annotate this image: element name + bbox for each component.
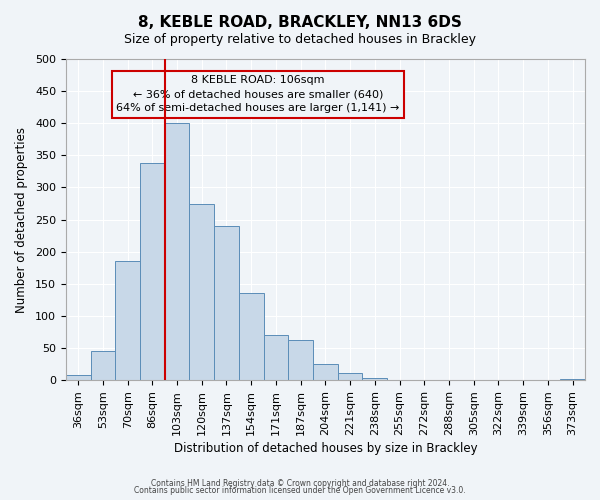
Bar bbox=[91, 350, 115, 380]
Y-axis label: Number of detached properties: Number of detached properties bbox=[15, 126, 28, 312]
Text: Size of property relative to detached houses in Brackley: Size of property relative to detached ho… bbox=[124, 32, 476, 46]
Bar bbox=[362, 378, 387, 380]
Text: 8 KEBLE ROAD: 106sqm
← 36% of detached houses are smaller (640)
64% of semi-deta: 8 KEBLE ROAD: 106sqm ← 36% of detached h… bbox=[116, 75, 400, 113]
Bar bbox=[66, 375, 91, 380]
Bar bbox=[560, 379, 585, 380]
Bar bbox=[313, 364, 338, 380]
Bar bbox=[190, 204, 214, 380]
Text: Contains HM Land Registry data © Crown copyright and database right 2024.: Contains HM Land Registry data © Crown c… bbox=[151, 478, 449, 488]
Text: 8, KEBLE ROAD, BRACKLEY, NN13 6DS: 8, KEBLE ROAD, BRACKLEY, NN13 6DS bbox=[138, 15, 462, 30]
Bar bbox=[289, 340, 313, 380]
Bar bbox=[263, 335, 289, 380]
Text: Contains public sector information licensed under the Open Government Licence v3: Contains public sector information licen… bbox=[134, 486, 466, 495]
Bar bbox=[239, 293, 263, 380]
Bar bbox=[164, 123, 190, 380]
X-axis label: Distribution of detached houses by size in Brackley: Distribution of detached houses by size … bbox=[173, 442, 477, 455]
Bar bbox=[214, 226, 239, 380]
Bar bbox=[115, 262, 140, 380]
Bar bbox=[140, 163, 164, 380]
Bar bbox=[338, 373, 362, 380]
